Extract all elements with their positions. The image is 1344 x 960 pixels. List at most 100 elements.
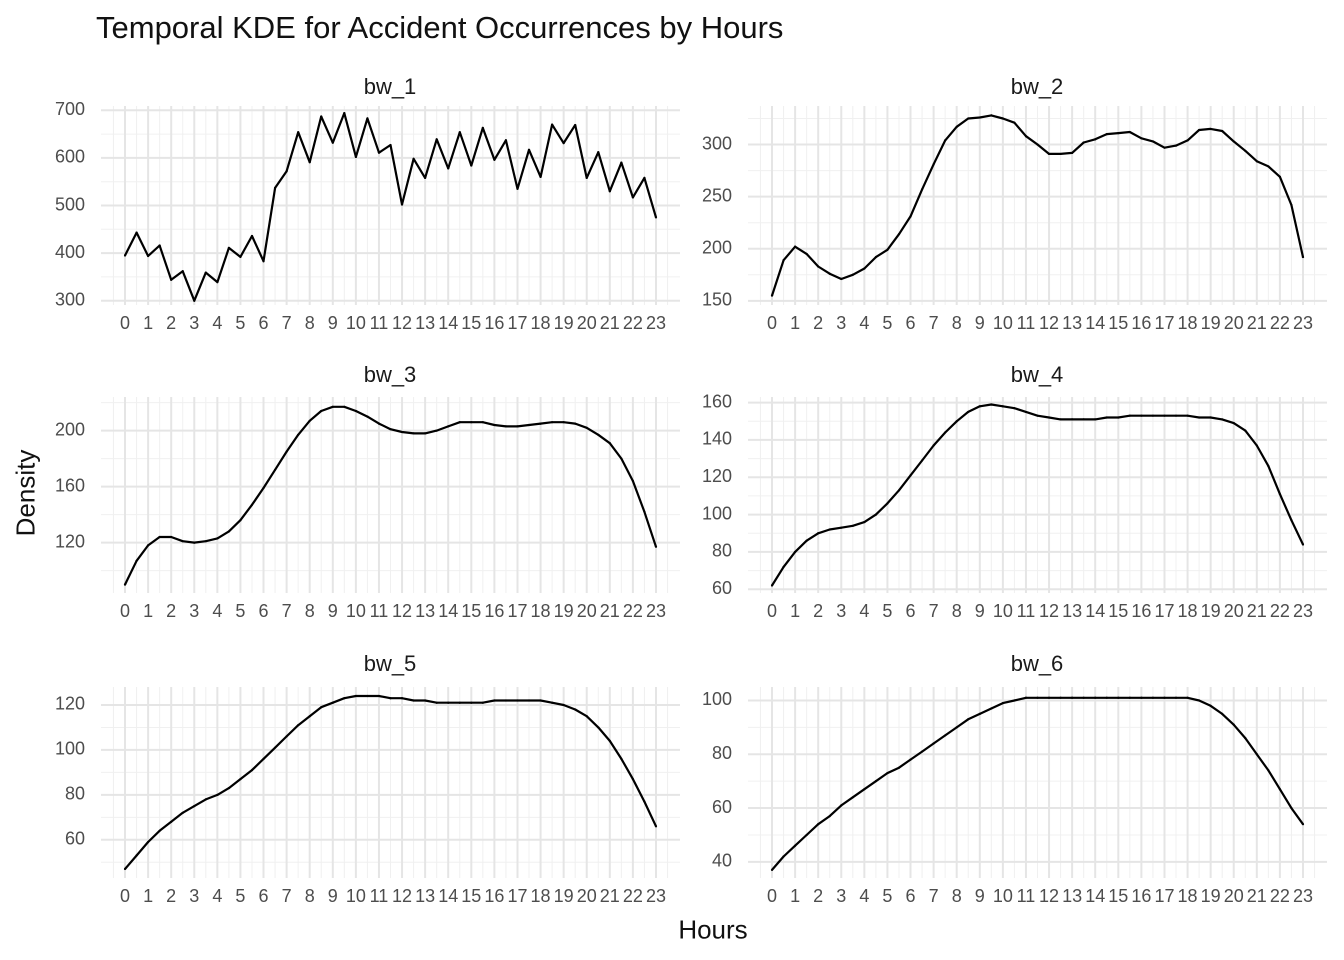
data-point xyxy=(886,248,889,251)
data-point xyxy=(539,422,542,425)
x-tick-label: 15 xyxy=(1108,601,1128,621)
x-tick-label: 7 xyxy=(282,886,292,906)
data-point xyxy=(551,421,554,424)
data-point xyxy=(1082,141,1085,144)
y-tick-label: 140 xyxy=(702,429,732,449)
data-point xyxy=(874,255,877,259)
data-point xyxy=(1232,422,1235,425)
x-tick-label: 21 xyxy=(600,601,620,621)
data-point xyxy=(239,255,242,259)
data-point xyxy=(481,126,484,129)
x-tick-label: 21 xyxy=(600,313,620,333)
data-point xyxy=(146,254,150,258)
data-point xyxy=(920,459,924,462)
data-point xyxy=(990,403,993,406)
data-point xyxy=(400,203,404,206)
x-tick-label: 12 xyxy=(392,601,412,621)
data-point xyxy=(770,584,774,587)
x-tick-label: 18 xyxy=(531,601,551,621)
data-point xyxy=(1094,418,1097,421)
x-tick-label: 15 xyxy=(461,601,481,621)
data-point xyxy=(424,176,427,179)
x-tick-label: 9 xyxy=(975,601,985,621)
data-point xyxy=(239,778,242,781)
data-point xyxy=(643,800,646,803)
x-tick-label: 4 xyxy=(859,886,869,906)
data-point xyxy=(863,788,866,791)
y-tick-label: 100 xyxy=(55,739,85,759)
data-point xyxy=(135,231,138,234)
data-point xyxy=(851,524,854,527)
data-point xyxy=(909,474,912,477)
x-tick-label: 3 xyxy=(189,313,199,333)
data-point xyxy=(909,215,912,218)
data-point xyxy=(967,117,970,120)
x-tick-label: 8 xyxy=(305,886,315,906)
data-point xyxy=(620,161,623,164)
y-tick-label: 160 xyxy=(702,391,732,411)
data-point xyxy=(1151,696,1155,699)
data-point xyxy=(1024,410,1028,414)
data-point xyxy=(1071,151,1074,154)
data-point xyxy=(828,272,831,275)
data-point xyxy=(1163,414,1166,417)
panel-title: bw_1 xyxy=(364,74,417,99)
data-point xyxy=(955,726,958,729)
data-point xyxy=(1140,137,1143,140)
data-point xyxy=(863,520,866,524)
data-point xyxy=(782,855,785,858)
data-point xyxy=(932,163,935,166)
x-tick-label: 12 xyxy=(1039,313,1059,333)
x-tick-label: 9 xyxy=(328,313,338,333)
data-point xyxy=(193,541,196,544)
data-point xyxy=(389,697,392,700)
data-point xyxy=(320,409,323,413)
data-point xyxy=(1290,806,1293,810)
data-point xyxy=(1151,414,1155,417)
data-point xyxy=(239,519,242,522)
data-point xyxy=(1278,492,1282,496)
y-tick-label: 160 xyxy=(55,475,85,495)
data-point xyxy=(1094,696,1097,699)
data-point xyxy=(354,155,357,159)
y-tick-label: 300 xyxy=(702,133,732,153)
data-point xyxy=(654,825,658,828)
data-point xyxy=(1082,696,1085,699)
data-point xyxy=(250,769,254,772)
x-tick-label: 5 xyxy=(235,313,245,333)
x-tick-label: 20 xyxy=(577,313,597,333)
data-point xyxy=(250,234,254,238)
x-axis-title: Hours xyxy=(678,914,748,945)
panel-title: bw_6 xyxy=(1011,651,1064,676)
data-point xyxy=(424,432,427,435)
y-tick-label: 80 xyxy=(65,784,85,804)
x-tick-label: 17 xyxy=(1154,313,1174,333)
x-tick-label: 1 xyxy=(790,601,800,621)
x-tick-label: 18 xyxy=(1178,886,1198,906)
x-tick-label: 20 xyxy=(577,886,597,906)
data-point xyxy=(1221,129,1224,133)
data-point xyxy=(447,701,450,704)
x-tick-label: 22 xyxy=(623,313,643,333)
x-tick-label: 16 xyxy=(1131,601,1151,621)
x-tick-label: 0 xyxy=(120,886,130,906)
data-point xyxy=(1117,131,1120,135)
data-point xyxy=(435,138,438,141)
data-point xyxy=(458,131,461,134)
data-point xyxy=(193,299,196,302)
x-tick-label: 8 xyxy=(952,601,962,621)
x-tick-label: 7 xyxy=(929,886,939,906)
x-tick-label: 7 xyxy=(929,601,939,621)
data-point xyxy=(1001,702,1004,705)
y-tick-label: 300 xyxy=(55,289,85,309)
x-tick-label: 22 xyxy=(1270,601,1290,621)
data-point xyxy=(181,270,184,273)
data-point xyxy=(170,820,173,823)
data-point xyxy=(631,479,635,483)
data-point xyxy=(412,157,415,160)
data-point xyxy=(1013,121,1016,124)
x-tick-label: 22 xyxy=(623,886,643,906)
y-tick-label: 250 xyxy=(702,185,732,205)
